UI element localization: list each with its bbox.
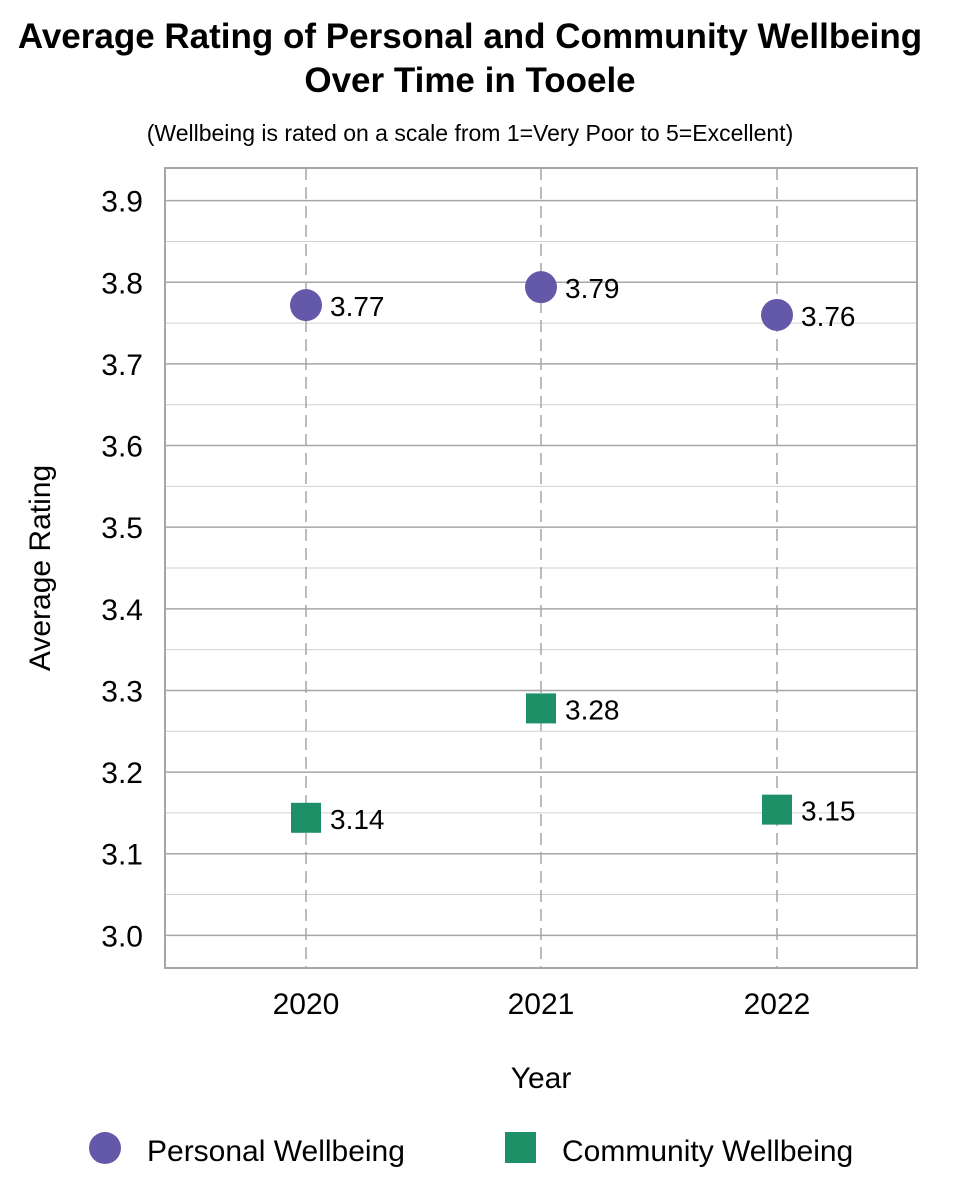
legend: Personal Wellbeing Community Wellbeing (89, 1132, 853, 1168)
y-tick-label: 3.7 (101, 349, 143, 382)
chart-title-line-2: Over Time in Tooele (304, 61, 635, 100)
data-point-community (526, 693, 556, 724)
plot-area: 3.0 3.1 3.2 3.3 3.4 3.5 3.6 3.7 3.8 3.9 2020 2021 20… (101, 167, 918, 1021)
y-tick-label: 3.8 (101, 267, 143, 300)
data-point-community (291, 802, 321, 833)
x-axis-label: Year (511, 1062, 572, 1095)
x-tick-label: 2020 (273, 988, 340, 1021)
x-tick-label: 2021 (508, 988, 575, 1021)
data-point-community (762, 794, 792, 825)
data-label-personal: 3.76 (801, 301, 856, 332)
y-tick-label: 3.1 (101, 839, 143, 872)
data-label-community: 3.28 (565, 694, 620, 725)
data-label-community: 3.14 (330, 804, 385, 835)
data-point-personal (761, 298, 793, 331)
data-point-personal (290, 289, 322, 322)
x-tick-label: 2022 (744, 988, 811, 1021)
data-point-personal (525, 271, 557, 304)
y-tick-label: 3.5 (101, 512, 143, 545)
legend-marker-community (505, 1132, 536, 1163)
y-axis-label: Average Rating (24, 465, 57, 671)
legend-label-personal: Personal Wellbeing (147, 1135, 405, 1168)
legend-label-community: Community Wellbeing (562, 1135, 853, 1168)
y-tick-label: 3.3 (101, 675, 143, 708)
chart-title-line-1: Average Rating of Personal and Community… (18, 17, 922, 56)
plot-frame (164, 167, 918, 969)
y-tick-label: 3.0 (101, 920, 143, 953)
legend-marker-personal (89, 1132, 121, 1164)
y-tick-label: 3.4 (101, 594, 143, 627)
y-tick-label: 3.9 (101, 186, 143, 219)
y-tick-label: 3.2 (101, 757, 143, 790)
data-label-personal: 3.79 (565, 273, 620, 304)
y-tick-label: 3.6 (101, 431, 143, 464)
data-label-personal: 3.77 (330, 291, 385, 322)
data-label-community: 3.15 (801, 796, 856, 827)
chart-subtitle: (Wellbeing is rated on a scale from 1=Ve… (147, 120, 793, 146)
